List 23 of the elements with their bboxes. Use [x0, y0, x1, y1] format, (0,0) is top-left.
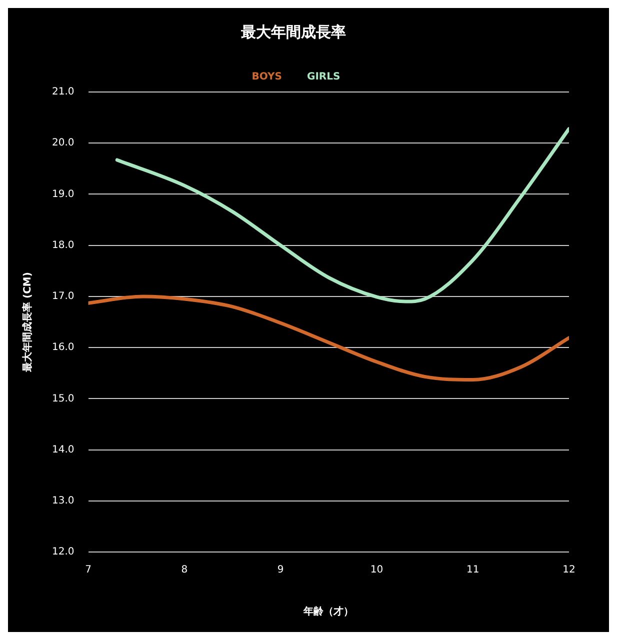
text: GIRLS: [307, 72, 340, 83]
y-axis-title: 最大年間成長率 (CM): [22, 272, 34, 373]
y-tick-label: 18.0: [52, 240, 74, 251]
x-tick-label: 12: [562, 564, 576, 576]
y-tick-label: 20.0: [52, 138, 74, 149]
y-tick-label: 21.0: [52, 86, 74, 98]
text: BOYS: [252, 72, 282, 83]
y-tick-label: 16.0: [52, 342, 74, 354]
y-tick-label: 17.0: [52, 291, 74, 302]
x-axis-title: 年齢（才）: [302, 606, 354, 618]
line-series: [115, 127, 569, 304]
x-tick-label: 10: [370, 564, 384, 576]
x-tick-label: 8: [181, 564, 188, 576]
y-tick-label: 15.0: [52, 393, 74, 404]
line-series: [88, 294, 569, 382]
x-tick-label: 9: [277, 564, 284, 576]
x-tick-label: 11: [466, 564, 480, 576]
x-tick-label: 7: [85, 564, 92, 576]
y-tick-label: 12.0: [52, 546, 74, 558]
chart-title: 最大年間成長率: [240, 22, 346, 41]
y-tick-label: 13.0: [52, 495, 74, 506]
y-tick-label: 14.0: [52, 444, 74, 456]
y-tick-label: 19.0: [52, 188, 74, 200]
